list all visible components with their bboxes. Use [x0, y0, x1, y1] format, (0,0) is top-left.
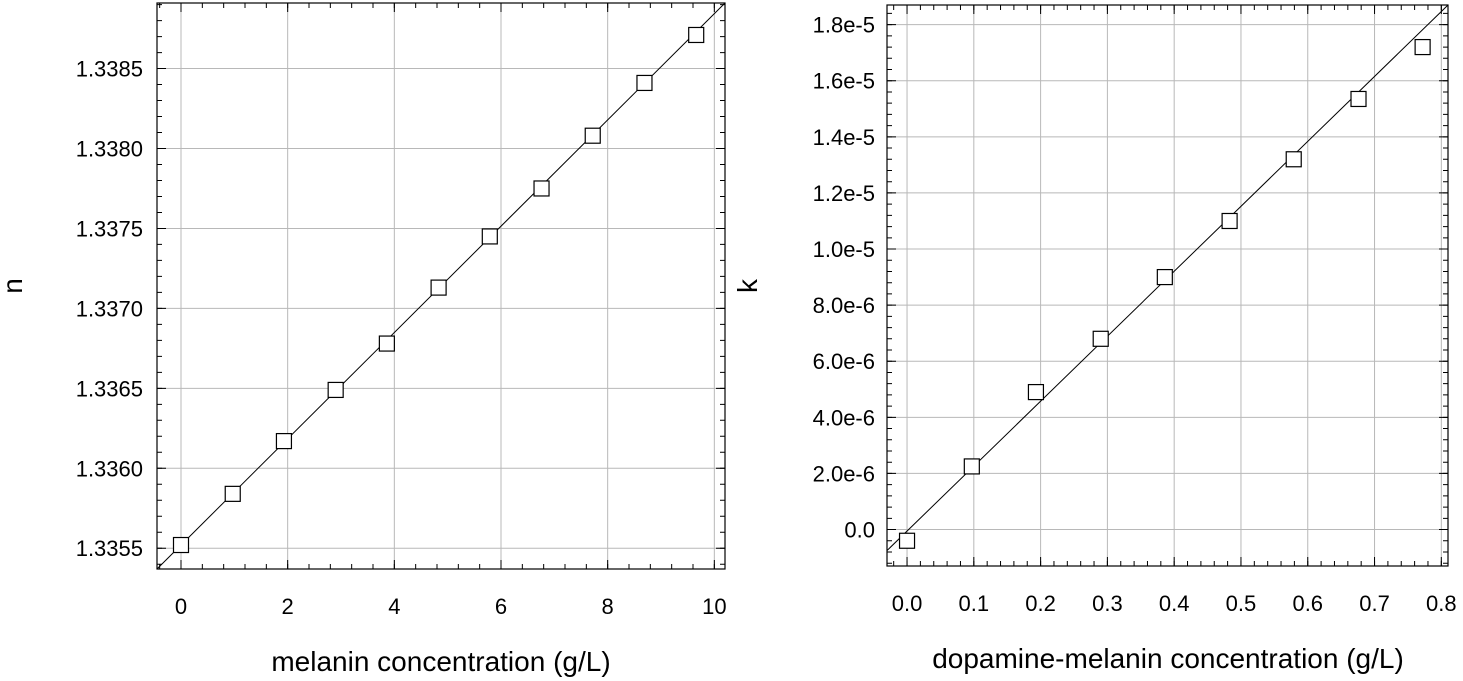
x-tick-label: 0.2: [1025, 591, 1056, 616]
data-point: [1414, 38, 1431, 56]
data-point: [481, 228, 498, 245]
x-tick-label: 0.8: [1426, 591, 1457, 616]
plot-frame: [156, 2, 726, 570]
y-tick-label: 1.3380: [76, 136, 143, 161]
y-tick-label: 1.6e-5: [813, 69, 875, 94]
x-tick-label: 2: [282, 594, 294, 619]
x-axis-label: melanin concentration (g/L): [271, 646, 610, 677]
data-point: [963, 458, 980, 475]
data-point: [1221, 212, 1238, 230]
y-tick-label: 8.0e-6: [813, 293, 875, 318]
x-tick-label: 0: [175, 594, 187, 619]
data-point: [172, 536, 190, 554]
y-axis-label: n: [0, 278, 28, 294]
x-tick-label: 6: [495, 594, 507, 619]
y-tick-label: 6.0e-6: [813, 349, 875, 374]
data-point: [275, 432, 293, 450]
x-tick-label: 0.7: [1359, 591, 1390, 616]
data-point: [584, 127, 601, 144]
data-point: [898, 532, 916, 549]
x-tick-label: 0.1: [959, 591, 990, 616]
data-point: [327, 381, 344, 399]
y-tick-label: 1.3355: [76, 536, 143, 561]
x-tick-label: 10: [702, 594, 726, 619]
y-tick-label: 1.3370: [76, 296, 143, 321]
x-tick-label: 4: [388, 594, 400, 619]
y-axis-label: k: [732, 278, 763, 293]
x-tick-label: 0.6: [1292, 591, 1323, 616]
y-tick-label: 1.4e-5: [813, 125, 875, 150]
data-point: [430, 279, 447, 296]
data-point: [1285, 151, 1302, 168]
y-tick-label: 1.3360: [76, 456, 143, 481]
data-point: [1027, 383, 1045, 401]
data-point: [1156, 268, 1173, 286]
x-tick-label: 0.5: [1226, 591, 1257, 616]
x-tick-label: 0.3: [1092, 591, 1123, 616]
y-tick-label: 1.8e-5: [813, 13, 875, 38]
plot-frame: [886, 4, 1449, 567]
y-tick-label: 1.3375: [76, 216, 143, 241]
data-point: [1350, 90, 1367, 108]
data-point: [688, 26, 705, 44]
data-point: [1092, 330, 1109, 347]
y-tick-label: 1.0e-5: [813, 237, 875, 262]
y-tick-label: 2.0e-6: [813, 461, 875, 486]
y-tick-label: 1.3385: [76, 57, 143, 82]
extinction-coefficient-chart: 0.0 0.1 0.2 0.3 0.4 0.5 0.6 0.7 0.8 0.0 2.0e-6 4.0e…: [732, 4, 1457, 674]
x-tick-label: 0.0: [892, 591, 923, 616]
y-tick-label: 0.0: [844, 518, 875, 543]
x-tick-label: 0.4: [1159, 591, 1190, 616]
x-tick-label: 8: [602, 594, 614, 619]
data-point: [636, 74, 653, 92]
data-point: [533, 180, 550, 197]
y-tick-label: 4.0e-6: [813, 405, 875, 430]
data-point: [378, 335, 395, 352]
refractive-index-chart: 0 2 4 6 8 10 1.3355 1.3360 1.3365 1.3370 1.3375 1.3…: [0, 2, 727, 677]
x-axis-label: dopamine-melanin concentration (g/L): [932, 643, 1404, 674]
y-tick-label: 1.3365: [76, 376, 143, 401]
y-tick-label: 1.2e-5: [813, 181, 875, 206]
data-point: [224, 485, 241, 502]
